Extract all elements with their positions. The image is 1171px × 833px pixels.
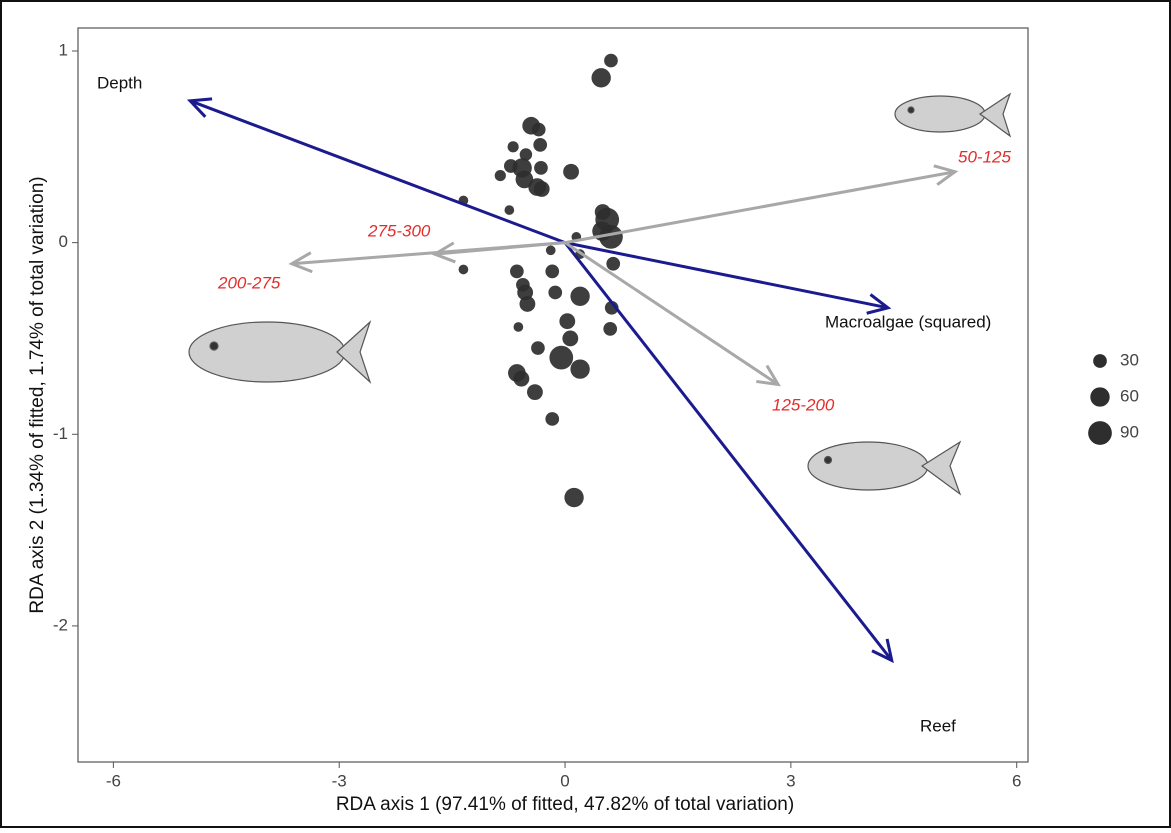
y-tick-label: -2 [53,615,68,634]
point [549,346,573,370]
point [604,54,618,68]
vector-label: 200-275 [217,273,281,292]
x-tick-label: -6 [106,771,121,790]
vector-label: 275-300 [367,221,431,240]
point [531,341,545,355]
point [563,164,579,180]
point [520,296,536,312]
y-tick-label: 0 [59,232,68,251]
point [513,371,529,387]
x-tick-label: 6 [1012,771,1021,790]
point [508,141,519,152]
vector-label: Reef [920,716,956,735]
point [514,322,524,332]
point [533,138,547,152]
point [545,412,559,426]
point [570,359,589,378]
y-axis-title: RDA axis 2 (1.34% of fitted, 1.74% of to… [27,176,48,613]
legend-size [1088,421,1112,445]
vector-label: Macroalgae (squared) [825,312,991,331]
point [606,257,620,271]
x-tick-label: -3 [332,771,347,790]
vector-label: 50-125 [958,147,1011,166]
y-tick-label: 1 [59,40,68,59]
point [527,384,543,400]
point [603,322,617,336]
legend-label: 30 [1120,350,1139,369]
point [559,313,575,329]
y-tick-label: -1 [53,424,68,443]
legend-size [1090,387,1109,406]
legend-label: 60 [1120,386,1139,405]
point [591,68,610,87]
legend-size [1093,354,1107,368]
point [532,123,546,137]
point [548,286,562,300]
x-tick-label: 3 [786,771,795,790]
point [510,265,524,279]
point [562,331,578,347]
vector-label: 125-200 [772,395,835,414]
x-tick-label: 0 [560,771,569,790]
point [564,488,583,507]
vector-label: Depth [97,73,142,92]
point [504,205,514,215]
point [546,245,556,255]
legend-label: 90 [1120,422,1139,441]
chart: RDA axis 1 (97.41% of fitted, 47.82% of … [0,0,1171,828]
point [534,161,548,175]
point [459,265,469,275]
point [495,170,506,181]
page: {"chart_data": { "type": "scatter", "x_l… [0,0,1171,828]
point [570,287,589,306]
x-axis-title: RDA axis 1 (97.41% of fitted, 47.82% of … [336,794,794,815]
point [545,265,559,279]
point [534,181,550,197]
